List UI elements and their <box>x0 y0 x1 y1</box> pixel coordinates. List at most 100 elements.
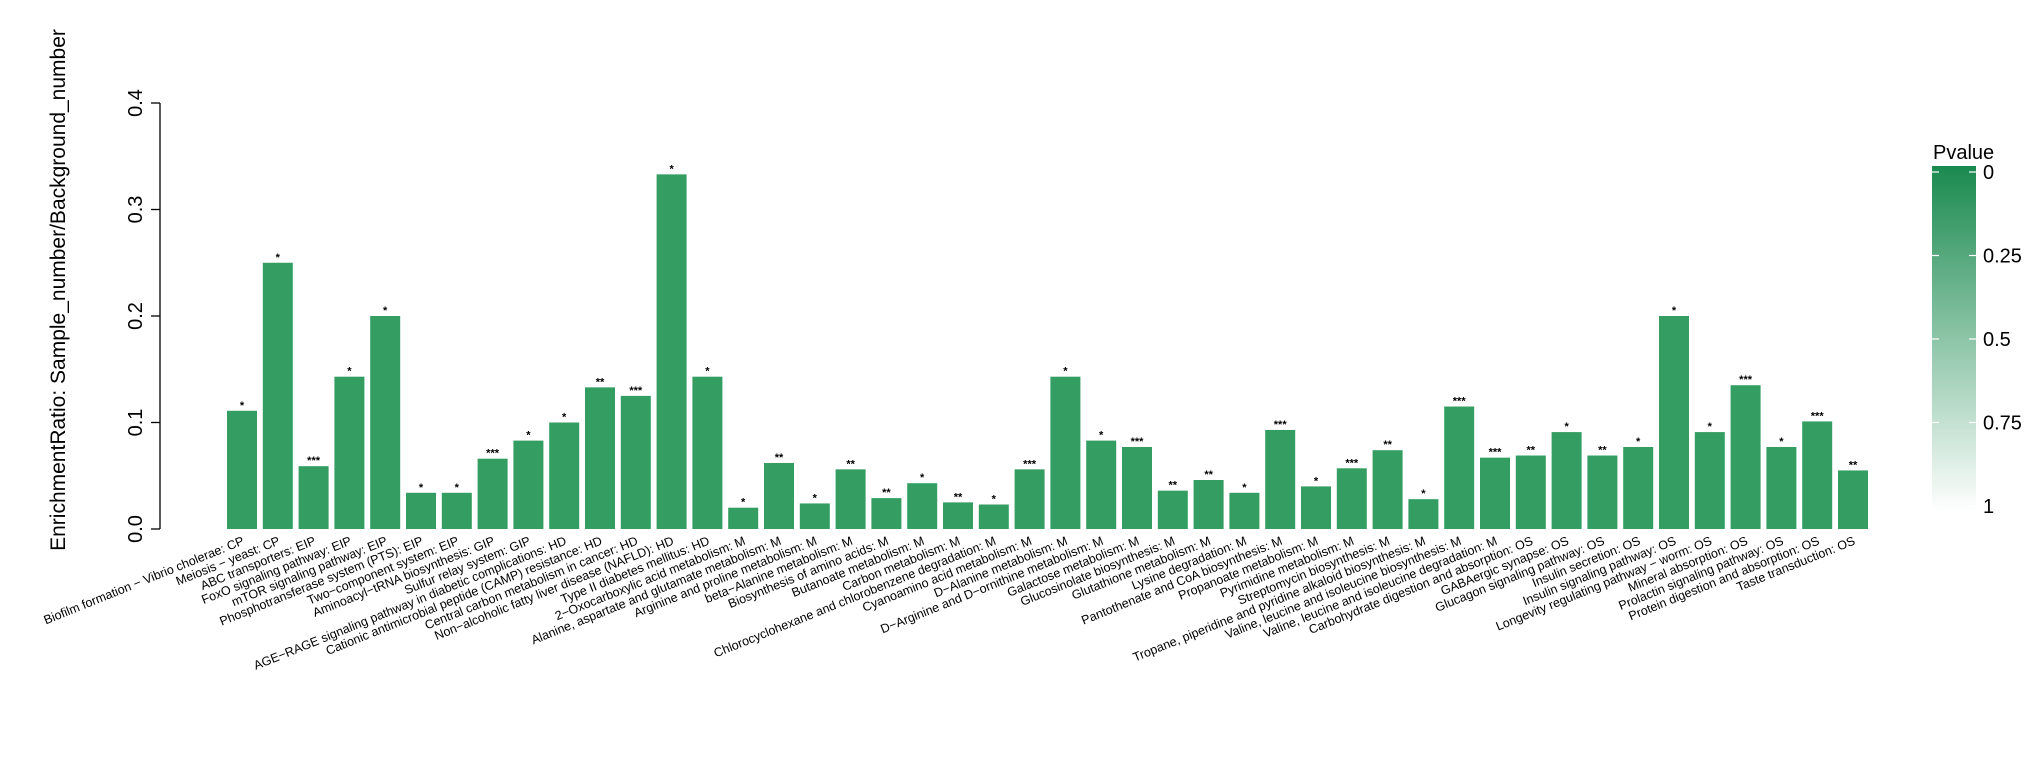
bar <box>799 503 830 529</box>
bar <box>1050 376 1081 529</box>
significance-star: *** <box>1274 419 1288 431</box>
significance-star: ** <box>775 452 784 464</box>
significance-star: * <box>240 400 245 412</box>
bar <box>620 395 651 529</box>
bar-series <box>227 174 1868 530</box>
pvalue-legend: Pvalue 0 0.25 0.5 0.75 1 <box>1932 142 2022 518</box>
bar <box>835 469 866 529</box>
bar <box>1587 455 1618 529</box>
significance-star: * <box>526 430 531 442</box>
legend-tick-label: 0.25 <box>1983 246 2022 268</box>
significance-star: *** <box>629 385 643 397</box>
significance-star: * <box>741 497 746 509</box>
significance-star: *** <box>1489 447 1503 459</box>
bar <box>1480 457 1510 529</box>
significance-star: * <box>419 482 424 494</box>
significance-star: *** <box>1345 457 1359 469</box>
significance-star: ** <box>1598 445 1607 457</box>
bar <box>334 376 365 529</box>
significance-star: *** <box>486 448 500 460</box>
significance-star: * <box>1421 488 1426 500</box>
bar <box>1336 468 1367 529</box>
significance-star: ** <box>846 458 855 470</box>
y-tick-label: 0.2 <box>125 302 147 330</box>
bar <box>298 466 329 529</box>
bar <box>1766 446 1797 529</box>
significance-star: * <box>562 412 567 424</box>
bar <box>1157 490 1188 529</box>
significance-star: ** <box>882 487 891 499</box>
bar <box>262 262 293 529</box>
significance-star: * <box>1314 475 1319 487</box>
significance-star: *** <box>307 455 321 467</box>
significance-star: ** <box>1169 480 1178 492</box>
significance-star: * <box>1063 366 1068 378</box>
bar <box>1802 421 1833 529</box>
bar <box>227 410 257 529</box>
significance-star: ** <box>596 376 605 388</box>
bar <box>1659 316 1689 529</box>
significance-star: *** <box>1739 374 1753 386</box>
significance-star: * <box>669 163 674 175</box>
bar <box>1408 499 1439 529</box>
significance-star: *** <box>1023 458 1037 470</box>
bar <box>549 422 580 529</box>
bar <box>441 492 472 529</box>
significance-star: * <box>347 366 352 378</box>
bar <box>1301 486 1331 529</box>
y-tick-label: 0.1 <box>125 409 147 437</box>
bar <box>477 458 508 529</box>
significance-star: *** <box>1131 436 1145 448</box>
y-axis-label: EnrichmentRatio: Sample_number/Backgroun… <box>47 29 70 551</box>
bar <box>978 504 1009 529</box>
significance-star: ** <box>1527 445 1536 457</box>
significance-star: ** <box>954 491 963 503</box>
significance-star: * <box>1242 482 1247 494</box>
bar <box>1838 470 1868 529</box>
bar <box>585 387 615 529</box>
significance-star: * <box>705 366 710 378</box>
legend-tick-label: 0.5 <box>1983 329 2011 351</box>
significance-star: * <box>276 252 281 264</box>
bar <box>1444 406 1475 529</box>
bar <box>1265 429 1296 529</box>
significance-star: ** <box>1204 469 1213 481</box>
bar <box>907 483 938 529</box>
significance-star: *** <box>1453 396 1467 408</box>
y-tick-label: 0.4 <box>125 89 147 117</box>
legend-tick-label: 1 <box>1983 496 1994 518</box>
y-tick-label: 0.3 <box>125 196 147 224</box>
significance-star: * <box>1672 305 1677 317</box>
bar <box>764 462 794 529</box>
bar <box>1515 455 1546 529</box>
y-tick-label: 0.0 <box>125 515 147 543</box>
bar <box>943 502 973 529</box>
bar <box>406 492 436 529</box>
significance-star: * <box>1636 436 1641 448</box>
bar <box>1122 446 1152 529</box>
bar <box>1086 440 1117 529</box>
legend-tick-label: 0 <box>1983 162 1994 184</box>
significance-star: * <box>1099 430 1104 442</box>
bar <box>871 498 902 529</box>
significance-star: * <box>383 305 388 317</box>
significance-star: * <box>992 494 997 506</box>
significance-star: * <box>1708 421 1713 433</box>
legend-colorbar <box>1932 166 1976 512</box>
bar <box>656 174 687 530</box>
significance-markers: ******** ************************ ********… <box>240 163 1858 508</box>
significance-star: ** <box>1849 459 1858 471</box>
bar <box>1730 385 1761 529</box>
legend-tick-labels: 0 0.25 0.5 0.75 1 <box>1932 162 2022 518</box>
significance-star: * <box>455 482 460 494</box>
x-axis-tick-labels: Biofilm formation − Vibrio cholerae: CPM… <box>42 534 1857 673</box>
bar <box>1623 446 1654 529</box>
bar <box>370 316 401 529</box>
bar <box>1551 432 1582 529</box>
significance-star: * <box>1779 436 1784 448</box>
bar <box>513 440 544 529</box>
bar <box>728 507 759 529</box>
legend-title: Pvalue <box>1933 142 1994 164</box>
